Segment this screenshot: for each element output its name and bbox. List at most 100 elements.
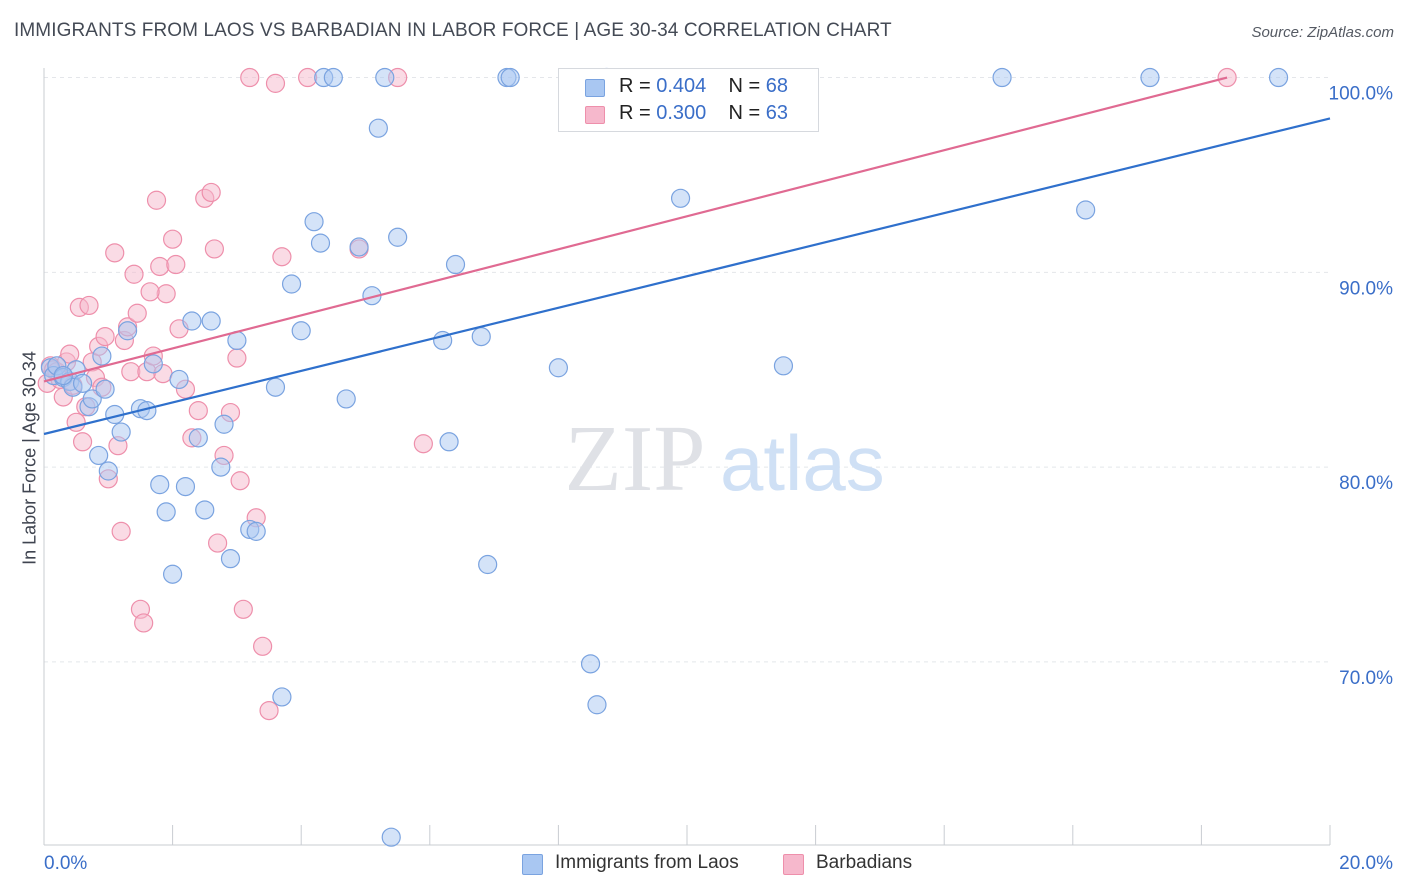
y-tick-label: 70.0% <box>1339 668 1393 689</box>
laos-point <box>349 237 369 257</box>
barbadians-point <box>265 73 286 93</box>
y-tick-label: 80.0% <box>1339 473 1393 494</box>
barbadians-point <box>140 282 160 302</box>
laos-point <box>992 67 1012 88</box>
chart-title: IMMIGRANTS FROM LAOS VS BARBADIAN IN LAB… <box>14 20 892 41</box>
laos-point <box>587 695 607 715</box>
laos-point <box>175 476 196 497</box>
barbadians-points <box>37 67 1237 721</box>
barbadians-point <box>259 700 279 721</box>
laos-point <box>188 428 208 448</box>
tick-labels: 100.0% 90.0% 80.0% 70.0% 0.0% 20.0% <box>44 84 1393 874</box>
laos-point <box>471 327 491 347</box>
laos-point <box>1076 200 1096 220</box>
laos-point <box>95 379 115 399</box>
laos-point <box>211 457 231 477</box>
laos-point <box>375 67 395 88</box>
laos-point <box>291 321 311 341</box>
laos-point <box>98 461 118 481</box>
trend-lines <box>43 76 1331 436</box>
laos-point <box>195 500 215 520</box>
barbadians-point <box>166 254 186 275</box>
barbadians-point <box>201 182 221 203</box>
barbadians-point <box>150 256 170 277</box>
laos-point <box>111 422 131 442</box>
barbadians-point <box>79 295 99 316</box>
laos-point <box>163 564 183 584</box>
legend-n-label: N = <box>728 102 761 124</box>
laos-point <box>1140 67 1160 88</box>
legend-r-label: R = <box>619 102 651 124</box>
laos-point <box>478 554 498 575</box>
watermark: ZIP atlas <box>565 407 885 511</box>
source-label: Source: ZipAtlas.com <box>1251 24 1394 41</box>
barbadians-point <box>188 401 208 421</box>
barbadians-point <box>127 303 147 323</box>
legend-swatch-barbadians-bottom <box>783 854 804 875</box>
barbadians-point <box>272 247 292 267</box>
legend-label-barbadians: Barbadians <box>816 852 913 873</box>
legend-n-label: N = <box>728 75 761 97</box>
laos-point <box>323 67 343 88</box>
laos-point <box>500 67 520 88</box>
y-tick-label: 100.0% <box>1329 84 1394 105</box>
barbadians-point <box>134 613 154 633</box>
laos-point <box>150 475 170 495</box>
laos-point <box>445 254 466 275</box>
laos-point <box>368 118 388 138</box>
x-tick-label: 20.0% <box>1339 853 1393 874</box>
watermark-zip: ZIP <box>565 407 706 511</box>
barbadians-point <box>204 239 224 259</box>
laos-point <box>580 654 601 674</box>
laos-point <box>670 188 691 208</box>
barbadians-point <box>253 636 273 656</box>
laos-point <box>381 827 401 847</box>
barbadians-point <box>124 264 144 284</box>
laos-point <box>281 274 302 294</box>
laos-point <box>72 373 93 393</box>
legend-swatch-barbadians <box>585 106 605 124</box>
laos-point <box>272 687 292 707</box>
barbadians-point <box>298 67 318 88</box>
barbadians-point <box>227 348 247 368</box>
laos-point <box>548 358 569 378</box>
legend-label-laos: Immigrants from Laos <box>555 852 739 873</box>
barbadians-point <box>230 471 250 491</box>
laos-point <box>92 346 112 366</box>
barbadians-trend-line <box>43 76 1228 383</box>
barbadians-point <box>156 284 176 304</box>
legend-swatch-laos <box>585 79 605 97</box>
laos-point <box>265 377 286 397</box>
barbadians-point <box>111 521 131 541</box>
laos-point <box>214 414 234 434</box>
axes <box>43 68 1331 846</box>
laos-point <box>439 432 459 452</box>
laos-point <box>156 502 176 522</box>
y-tick-label: 90.0% <box>1339 278 1393 299</box>
laos-point <box>304 212 324 232</box>
laos-trend-line <box>43 117 1331 436</box>
barbadians-point <box>413 434 433 454</box>
barbadians-point <box>208 533 228 553</box>
laos-point <box>169 369 189 390</box>
barbadians-point <box>146 190 167 210</box>
laos-point <box>1268 67 1289 88</box>
laos-point <box>220 549 241 569</box>
barbadians-point <box>233 599 253 619</box>
laos-point <box>773 356 794 376</box>
laos-point <box>336 389 356 409</box>
laos-point <box>246 521 266 541</box>
barbadians-point <box>240 67 260 88</box>
watermark-atlas: atlas <box>720 419 885 507</box>
legend-r-value-barbadians: 0.300 <box>656 102 707 124</box>
legend-r-label: R = <box>619 75 651 97</box>
legend-swatch-laos-bottom <box>522 854 543 875</box>
laos-point <box>201 311 221 331</box>
legend-n-value-laos: 68 <box>765 75 789 97</box>
legend-r-value-laos: 0.404 <box>656 75 707 97</box>
laos-point <box>89 445 109 466</box>
x-tick-label: 0.0% <box>44 853 87 874</box>
laos-point <box>310 233 331 253</box>
barbadians-point <box>163 229 183 249</box>
